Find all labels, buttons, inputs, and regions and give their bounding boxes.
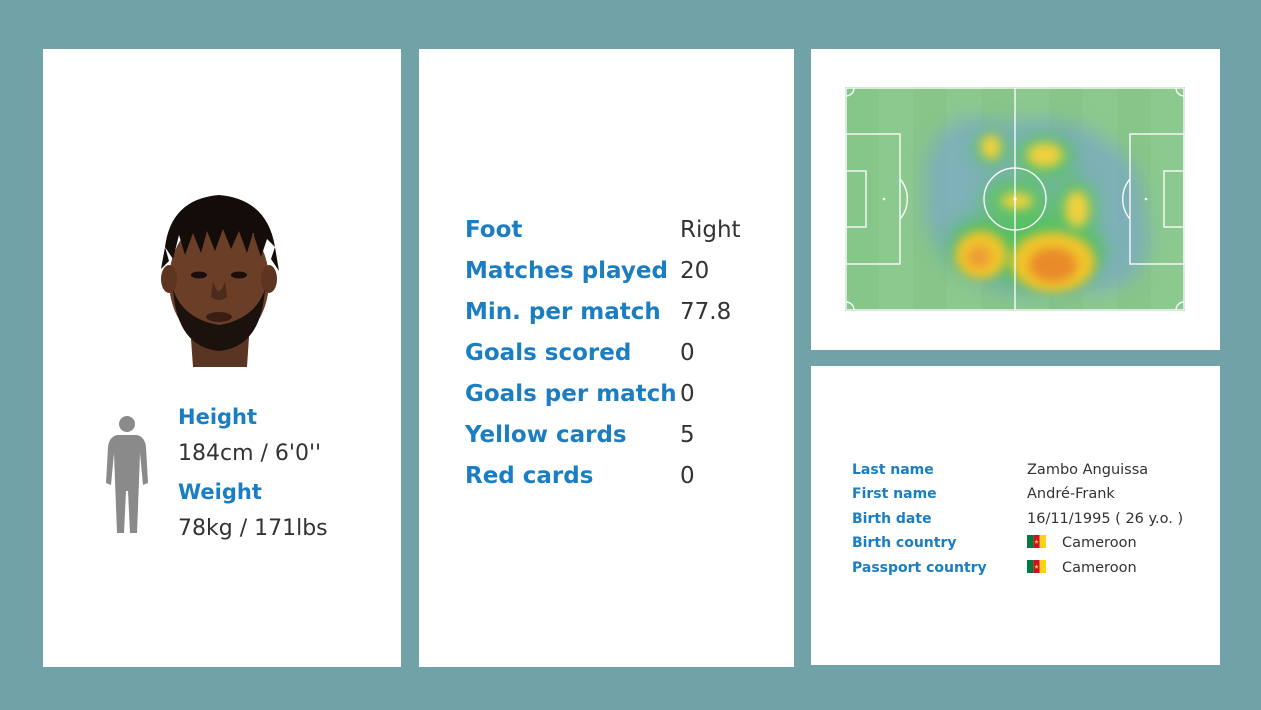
stat-label: Min. per match (465, 299, 661, 325)
profile-card: Height 184cm / 6'0'' Weight 78kg / 171lb… (43, 49, 401, 667)
height-label: Height (178, 405, 258, 429)
stat-label: Goals scored (465, 340, 632, 366)
stat-value: 0 (680, 381, 695, 407)
cameroon-flag-icon (1027, 559, 1046, 573)
stat-value: 20 (680, 258, 710, 284)
bio-label: First name (852, 486, 937, 503)
bio-value: André-Frank (1027, 486, 1115, 503)
body-silhouette-icon (106, 416, 148, 533)
stat-value: Right (680, 217, 741, 243)
player-portrait (161, 195, 279, 367)
bio-label: Birth date (852, 510, 932, 527)
bio-label: Birth country (852, 535, 957, 552)
bio-value: Cameroon (1027, 535, 1137, 551)
stat-label: Matches played (465, 258, 668, 284)
stat-value: 77.8 (680, 299, 732, 325)
weight-label: Weight (178, 480, 262, 504)
passport-country-name: Cameroon (1062, 559, 1137, 576)
stat-label: Yellow cards (465, 422, 627, 448)
stats-card: Foot Right Matches played 20 Min. per ma… (419, 49, 794, 667)
stat-label: Foot (465, 217, 523, 243)
height-value: 184cm / 6'0'' (178, 441, 322, 466)
stat-value: 5 (680, 422, 695, 448)
bio-label: Last name (852, 462, 934, 478)
bio-card: Last name Zambo Anguissa First name Andr… (811, 366, 1220, 665)
bio-label: Passport country (852, 559, 987, 576)
bio-value: 16/11/1995 ( 26 y.o. ) (1027, 510, 1184, 527)
bio-value: Zambo Anguissa (1027, 462, 1149, 478)
birth-country-name: Cameroon (1062, 535, 1137, 552)
weight-value: 78kg / 171lbs (178, 516, 328, 541)
stat-label: Goals per match (465, 381, 677, 407)
cameroon-flag-icon (1027, 535, 1046, 549)
heatmap-card (811, 49, 1220, 350)
stat-value: 0 (680, 463, 695, 489)
pitch-heatmap (845, 87, 1185, 311)
stat-value: 0 (680, 340, 695, 366)
stat-label: Red cards (465, 463, 594, 489)
bio-value: Cameroon (1027, 559, 1137, 576)
